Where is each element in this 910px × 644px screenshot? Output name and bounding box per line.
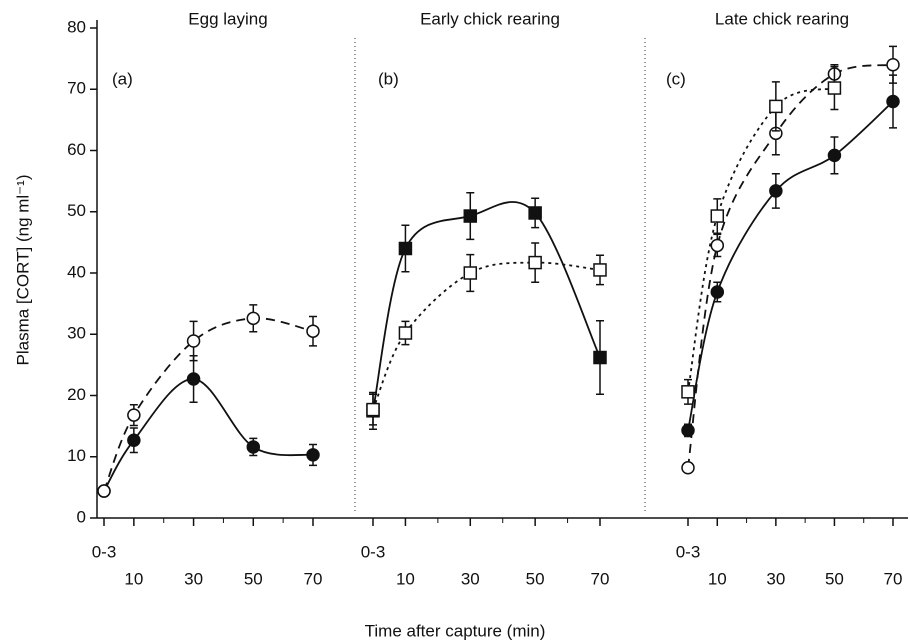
marker	[827, 148, 842, 163]
panel-label: (c)	[666, 69, 686, 88]
x-tick-label: 50	[825, 569, 844, 588]
y-tick-label: 50	[67, 201, 86, 220]
marker	[710, 238, 725, 253]
marker	[528, 255, 542, 270]
marker	[186, 372, 201, 386]
y-tick-label: 40	[67, 262, 86, 281]
x-tick-label: 10	[396, 569, 415, 588]
marker	[186, 334, 201, 348]
marker	[306, 448, 320, 462]
marker	[886, 58, 900, 72]
marker	[127, 408, 141, 422]
x-tick-label: 10	[708, 569, 727, 588]
x-tick-label: 50	[244, 569, 263, 588]
marker	[710, 209, 725, 223]
panel-title: Early chick rearing	[420, 9, 560, 28]
x-axis-label: Time after capture (min)	[365, 621, 546, 640]
marker	[593, 263, 607, 277]
marker	[681, 385, 695, 399]
marker	[246, 311, 261, 326]
series-line	[687, 100, 894, 431]
y-tick-label: 80	[67, 17, 86, 36]
marker	[769, 184, 783, 198]
series-line	[687, 87, 835, 392]
marker	[593, 350, 607, 365]
marker	[769, 99, 783, 114]
panel-title: Egg laying	[188, 9, 267, 28]
panel-label: (a)	[112, 69, 133, 88]
panel-label: (b)	[378, 69, 399, 88]
marker	[463, 209, 478, 223]
marker	[127, 433, 141, 447]
x-tick-label: 0-3	[92, 542, 117, 561]
y-tick-label: 70	[67, 79, 86, 98]
x-tick-label: 10	[124, 569, 143, 588]
panel-title: Late chick rearing	[715, 9, 849, 28]
series-line	[372, 201, 601, 411]
x-tick-label: 30	[461, 569, 480, 588]
marker	[306, 324, 320, 338]
y-tick-label: 30	[67, 324, 86, 343]
y-axis-label: Plasma [CORT] (ng ml⁻¹)	[13, 175, 32, 366]
marker	[398, 326, 413, 340]
marker	[710, 285, 725, 299]
marker	[528, 206, 542, 220]
x-tick-label: 30	[766, 569, 785, 588]
y-tick-label: 10	[67, 446, 86, 465]
marker	[681, 461, 695, 475]
marker	[366, 402, 380, 417]
x-tick-label: 0-3	[676, 542, 701, 561]
marker	[827, 81, 842, 95]
marker	[97, 484, 111, 498]
x-tick-label: 50	[526, 569, 545, 588]
series-line	[687, 63, 894, 468]
marker	[246, 440, 261, 454]
marker	[398, 241, 413, 256]
y-tick-label: 0	[77, 507, 86, 526]
x-tick-label: 30	[184, 569, 203, 588]
x-tick-label: 70	[884, 569, 903, 588]
y-tick-label: 60	[67, 140, 86, 159]
x-tick-label: 0-3	[361, 542, 386, 561]
y-tick-label: 20	[67, 385, 86, 404]
x-tick-label: 70	[304, 569, 323, 588]
marker	[886, 94, 900, 109]
x-tick-label: 70	[591, 569, 610, 588]
marker	[463, 266, 478, 280]
